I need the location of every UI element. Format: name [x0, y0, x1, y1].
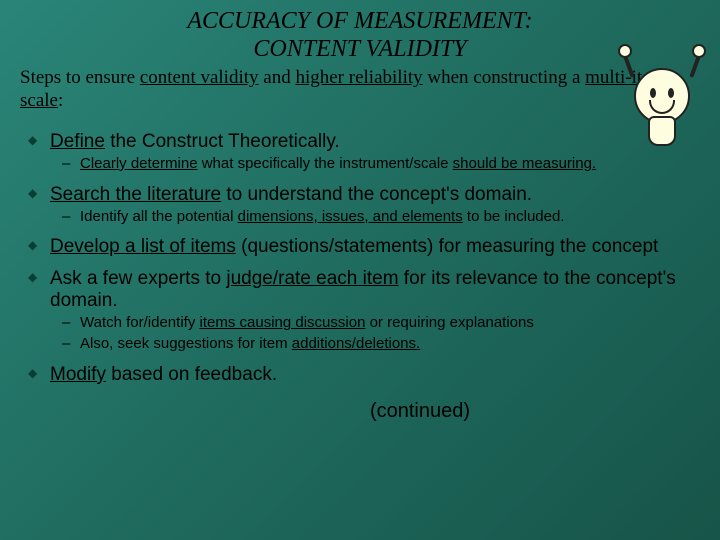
- bullet-search-sub: Identify all the potential dimensions, i…: [80, 208, 690, 227]
- b2s-pre: Identify all the potential: [80, 208, 238, 225]
- bullet-define-sub: Clearly determine what specifically the …: [80, 155, 690, 174]
- b2s-u: dimensions, issues, and elements: [238, 208, 463, 225]
- bullet-modify: Modify based on feedback.: [50, 364, 690, 386]
- bullet-experts-sub2: Also, seek suggestions for item addition…: [80, 335, 690, 354]
- title-line1: ACCURACY OF MEASUREMENT:: [187, 8, 532, 34]
- intro-u2: higher reliability: [295, 67, 422, 88]
- bullet-define: Define the Construct Theoretically.: [50, 131, 690, 153]
- intro-text: Steps to ensure content validity and hig…: [0, 63, 720, 121]
- b5-u: Modify: [50, 364, 106, 385]
- continued-text: (continued): [0, 400, 720, 423]
- b2-u: Search the literature: [50, 184, 221, 205]
- bullet-experts-sub1: Watch for/identify items causing discuss…: [80, 314, 690, 333]
- b4s1-u: items causing discussion: [200, 314, 366, 331]
- intro-post: :: [58, 90, 63, 111]
- slide-title: ACCURACY OF MEASUREMENT: CONTENT VALIDIT…: [0, 0, 720, 63]
- b4s1-pre: Watch for/identify: [80, 314, 200, 331]
- b4-u: judge/rate each item: [226, 268, 398, 289]
- b5-rest: based on feedback.: [106, 364, 277, 385]
- b1s-u1: Clearly determine: [80, 155, 198, 172]
- b4s1-post: or requiring explanations: [365, 314, 533, 331]
- intro-pre: Steps to ensure: [20, 67, 140, 88]
- b1s-mid: what specifically the instrument/scale: [198, 155, 453, 172]
- b1-u: Define: [50, 131, 105, 152]
- b3-u: Develop a list of items: [50, 236, 236, 257]
- b1-rest: the Construct Theoretically.: [105, 131, 340, 152]
- intro-u1: content validity: [140, 67, 259, 88]
- intro-mid2: when constructing a: [423, 67, 586, 88]
- intro-mid1: and: [259, 67, 296, 88]
- b1s-u2: should be measuring.: [453, 155, 596, 172]
- bullet-develop: Develop a list of items (questions/state…: [50, 236, 690, 258]
- title-line2: CONTENT VALIDITY: [253, 36, 466, 62]
- b2-rest: to understand the concept's domain.: [221, 184, 532, 205]
- bullet-experts: Ask a few experts to judge/rate each ite…: [50, 268, 690, 312]
- b4s2-u: additions/deletions.: [292, 335, 420, 352]
- bullet-search: Search the literature to understand the …: [50, 184, 690, 206]
- bullet-content: Define the Construct Theoretically. Clea…: [0, 131, 720, 386]
- b4-pre: Ask a few experts to: [50, 268, 226, 289]
- b2s-post: to be included.: [463, 208, 565, 225]
- b3-rest: (questions/statements) for measuring the…: [236, 236, 658, 257]
- b4s2-pre: Also, seek suggestions for item: [80, 335, 292, 352]
